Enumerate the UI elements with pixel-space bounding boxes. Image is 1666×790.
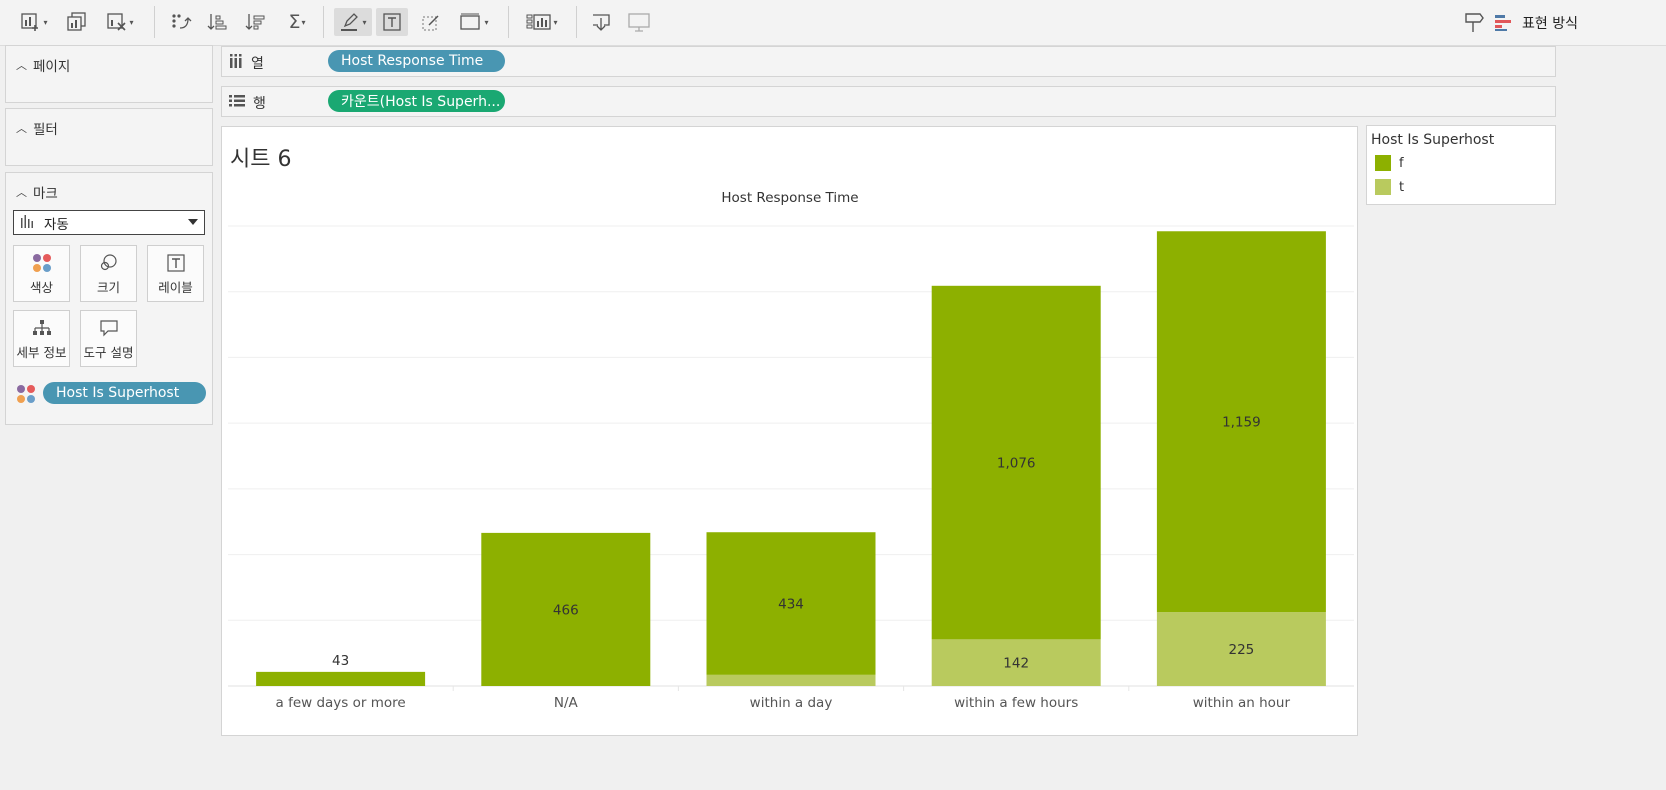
marks-card-title: 마크	[33, 186, 58, 202]
color-button[interactable]: 색상	[13, 245, 70, 302]
filters-card: ︿ 필터	[5, 108, 213, 166]
bar-chart: 43 466 434 1,076 142 1,159 225 a few days or m…	[228, 190, 1354, 711]
pin-icon[interactable]	[1462, 10, 1486, 38]
worksheet-view: 시트 6 43 466 434 1,076 142 1,159 225 a few days…	[221, 126, 1358, 736]
label-icon[interactable]	[376, 8, 408, 36]
show-me-button[interactable]: 표현 방식	[1494, 12, 1578, 34]
detail-button-label: 세부 정보	[16, 344, 67, 360]
toolbar-separator	[323, 6, 324, 38]
pages-card-header[interactable]: ︿ 페이지	[16, 55, 70, 75]
clear-sheet-icon[interactable]: ▾	[103, 8, 137, 36]
filters-card-header[interactable]: ︿ 필터	[16, 118, 58, 138]
data-label: 43	[332, 653, 349, 669]
fit-icon[interactable]: ▾	[456, 8, 492, 36]
bar-segment-t[interactable]	[1156, 612, 1326, 686]
bar-segment-f[interactable]	[481, 532, 651, 686]
swap-icon[interactable]	[168, 8, 194, 36]
size-icon	[99, 252, 119, 274]
category-label: N/A	[554, 695, 579, 711]
columns-icon	[229, 54, 243, 72]
toolbar-separator	[576, 6, 577, 38]
sheet-title: 시트 6	[230, 147, 292, 172]
filters-card-title: 필터	[33, 122, 58, 138]
tooltip-button-label: 도구 설명	[83, 344, 134, 360]
legend-item-f[interactable]: f	[1375, 155, 1404, 171]
data-label: 225	[1229, 642, 1255, 658]
chevron-up-icon: ︿	[16, 122, 27, 135]
sum-icon[interactable]: Σ ▾	[288, 11, 306, 33]
mark-type-dropdown[interactable]: 자동	[13, 210, 205, 235]
color-field-pill[interactable]: Host Is Superhost	[43, 382, 206, 404]
toolbar-separator	[154, 6, 155, 38]
sort-asc-icon[interactable]	[205, 8, 231, 36]
show-me-icon	[1495, 15, 1512, 31]
legend-swatch	[1375, 155, 1391, 171]
bar-segment-f[interactable]	[931, 285, 1101, 640]
bar-segment-t[interactable]	[706, 674, 876, 686]
hierarchy-icon	[32, 317, 52, 339]
columns-shelf[interactable]: 열 Host Response Time	[221, 46, 1556, 77]
legend-title: Host Is Superhost	[1371, 132, 1495, 148]
size-button-label: 크기	[96, 279, 120, 295]
columns-shelf-label: 열	[251, 56, 264, 72]
chevron-down-icon	[188, 219, 198, 225]
data-label: 466	[553, 602, 579, 618]
category-label: within an hour	[1193, 695, 1291, 711]
bar-segment-t[interactable]	[931, 639, 1101, 686]
pages-card-title: 페이지	[33, 59, 71, 75]
label-button-label: 레이블	[158, 279, 193, 295]
toolbar: ▾ ▾ Σ ▾ ▾ ▾ ▾ 표현 방식	[0, 0, 1666, 46]
marks-card: ︿ 마크 자동 색상 크기 레이블 세부 정보	[5, 172, 213, 425]
bar-segment-f[interactable]	[706, 532, 876, 675]
legend-item-label: t	[1399, 179, 1405, 195]
chevron-up-icon: ︿	[16, 186, 27, 199]
color-legend: Host Is Superhost f t	[1366, 125, 1556, 205]
speech-bubble-icon	[99, 317, 119, 339]
annotate-icon[interactable]	[418, 8, 446, 36]
show-cards-icon[interactable]: ▾	[522, 8, 562, 36]
data-label: 1,159	[1222, 415, 1261, 431]
detail-button[interactable]: 세부 정보	[13, 310, 70, 367]
sort-desc-icon[interactable]	[243, 8, 269, 36]
color-encoding-icon	[16, 384, 36, 404]
data-label: 434	[778, 597, 804, 613]
color-button-label: 색상	[29, 279, 53, 295]
legend-item-label: f	[1399, 155, 1404, 171]
rows-icon	[229, 94, 245, 112]
data-label: 1,076	[997, 456, 1036, 472]
text-icon	[166, 252, 186, 274]
data-label: 142	[1003, 656, 1029, 672]
chevron-up-icon: ︿	[16, 59, 27, 72]
tooltip-button[interactable]: 도구 설명	[80, 310, 137, 367]
color-icon	[32, 253, 52, 273]
marks-card-header[interactable]: ︿ 마크	[16, 182, 58, 202]
bar-chart-icon	[20, 214, 36, 232]
category-label: within a few hours	[954, 695, 1078, 711]
presentation-icon	[626, 8, 652, 36]
rows-field-pill[interactable]: 카운트(Host Is Superh...	[328, 90, 505, 112]
add-sheet-icon[interactable]: ▾	[18, 8, 50, 36]
label-button[interactable]: 레이블	[147, 245, 204, 302]
rows-shelf[interactable]: 행 카운트(Host Is Superh...	[221, 86, 1556, 117]
size-button[interactable]: 크기	[80, 245, 137, 302]
columns-shelf-label-group: 열	[229, 53, 264, 73]
download-icon[interactable]	[588, 8, 614, 36]
bar-segment-f[interactable]	[256, 671, 426, 686]
legend-swatch	[1375, 179, 1391, 195]
rows-shelf-label: 행	[253, 96, 266, 112]
highlight-icon[interactable]: ▾	[334, 8, 372, 36]
rows-shelf-label-group: 행	[229, 93, 266, 113]
chart-title: Host Response Time	[721, 190, 858, 206]
legend-item-t[interactable]: t	[1375, 179, 1404, 195]
category-label: a few days or more	[276, 695, 406, 711]
duplicate-icon[interactable]	[64, 8, 90, 36]
bar-segment-f[interactable]	[1156, 231, 1326, 613]
mark-type-value: 자동	[44, 216, 69, 233]
show-me-label: 표현 방식	[1522, 16, 1578, 32]
toolbar-separator	[508, 6, 509, 38]
pages-card: ︿ 페이지	[5, 45, 213, 103]
category-label: within a day	[750, 695, 833, 711]
columns-field-pill[interactable]: Host Response Time	[328, 50, 505, 72]
